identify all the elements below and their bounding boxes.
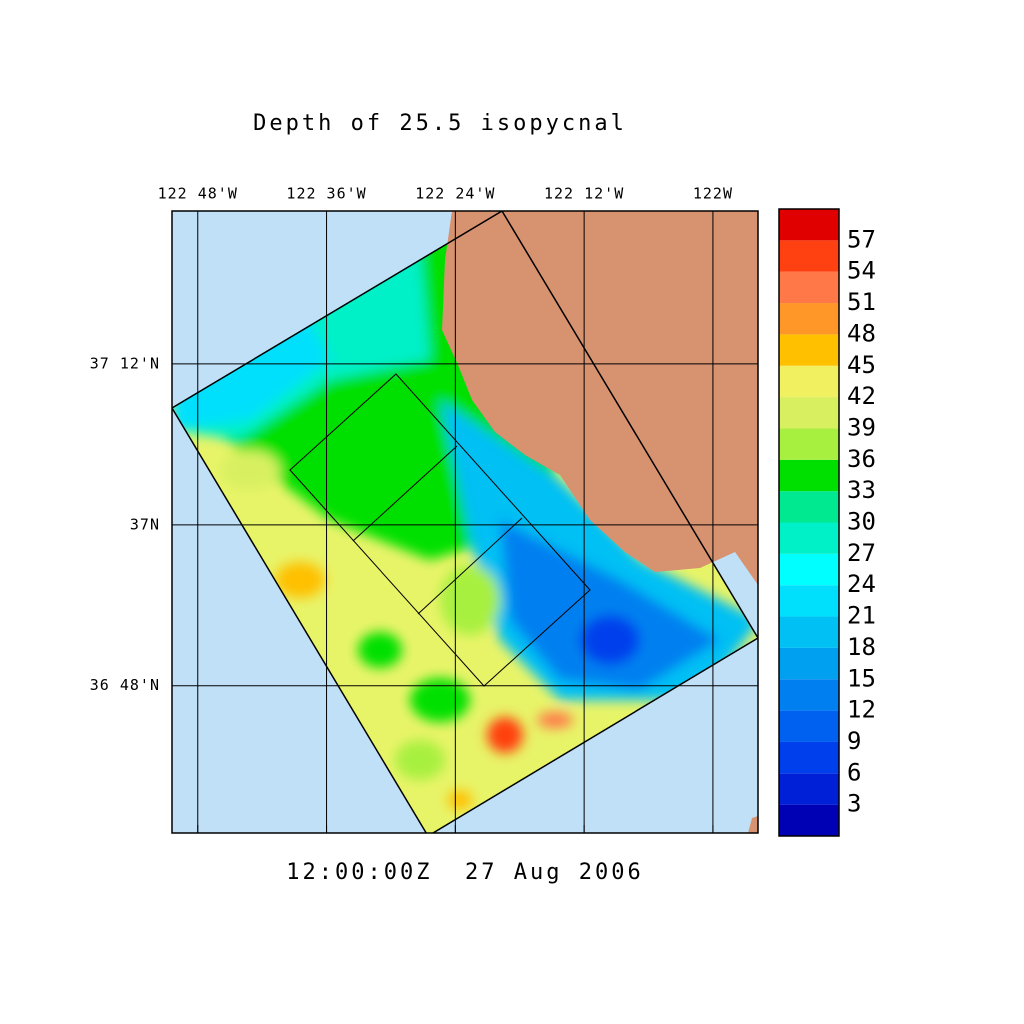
nested-domain xyxy=(289,373,591,687)
y-tick-label: 36 48'N xyxy=(90,676,160,694)
colorbar-label: 45 xyxy=(847,351,876,379)
colorbar-band xyxy=(779,271,839,304)
colorbar-label: 27 xyxy=(847,539,876,567)
colorbar-frame xyxy=(778,208,840,837)
colorbar-band xyxy=(779,647,839,680)
colorbar-band xyxy=(779,365,839,398)
colorbar-band xyxy=(779,428,839,460)
x-tick-label: 122W xyxy=(693,185,733,203)
nested-domain xyxy=(417,517,523,615)
colorbar-label: 9 xyxy=(847,727,861,755)
colorbar-band xyxy=(779,616,839,648)
colorbar-label: 6 xyxy=(847,758,861,786)
map-frame xyxy=(171,210,759,834)
colorbar-band xyxy=(779,240,839,272)
colorbar-label: 42 xyxy=(847,382,876,410)
grid xyxy=(172,211,758,833)
x-tick-label: 122 48'W xyxy=(158,185,238,203)
colorbar-band xyxy=(779,804,839,836)
colorbar-band xyxy=(779,459,839,492)
land xyxy=(442,211,758,585)
x-tick-label: 122 24'W xyxy=(415,185,495,203)
colorbar-band xyxy=(779,710,839,742)
y-tick-label: 37N xyxy=(130,515,160,533)
map-area xyxy=(172,211,758,833)
colorbar-label: 39 xyxy=(847,413,876,441)
colorbar-label: 12 xyxy=(847,696,876,724)
colorbar-band xyxy=(779,773,839,805)
colorbar-label: 21 xyxy=(847,602,876,630)
y-tick-label: 37 12'N xyxy=(90,354,160,372)
colorbar-label: 18 xyxy=(847,633,876,661)
colorbar-label: 54 xyxy=(847,257,876,285)
colorbar-band xyxy=(779,585,839,617)
colorbar-band xyxy=(779,553,839,586)
colorbar-label: 48 xyxy=(847,319,876,347)
colorbar-band xyxy=(779,741,839,774)
nested-domain xyxy=(352,445,458,542)
colorbar-label: 51 xyxy=(847,288,876,316)
colorbar-band xyxy=(779,679,839,711)
chart-title: Depth of 25.5 isopycnal xyxy=(253,111,627,136)
colorbar-band xyxy=(779,397,839,429)
colorbar-band xyxy=(779,491,839,523)
model-domain xyxy=(172,211,758,833)
x-tick-label: 122 12'W xyxy=(544,185,624,203)
colorbar-band xyxy=(779,334,839,366)
colorbar-label: 36 xyxy=(847,445,876,473)
colorbar-label: 24 xyxy=(847,570,876,598)
colorbar-band xyxy=(779,522,839,554)
colorbar-label: 15 xyxy=(847,664,876,692)
colorbar-band xyxy=(779,209,839,241)
colorbar-band xyxy=(779,303,839,335)
colorbar-label: 33 xyxy=(847,476,876,504)
colorbar-label: 30 xyxy=(847,508,876,536)
x-tick-label: 122 36'W xyxy=(286,185,366,203)
colorbar-label: 57 xyxy=(847,225,876,253)
colorbar-label: 3 xyxy=(847,790,861,818)
time-label: 12:00:00Z 27 Aug 2006 xyxy=(286,860,643,885)
land xyxy=(748,816,758,833)
